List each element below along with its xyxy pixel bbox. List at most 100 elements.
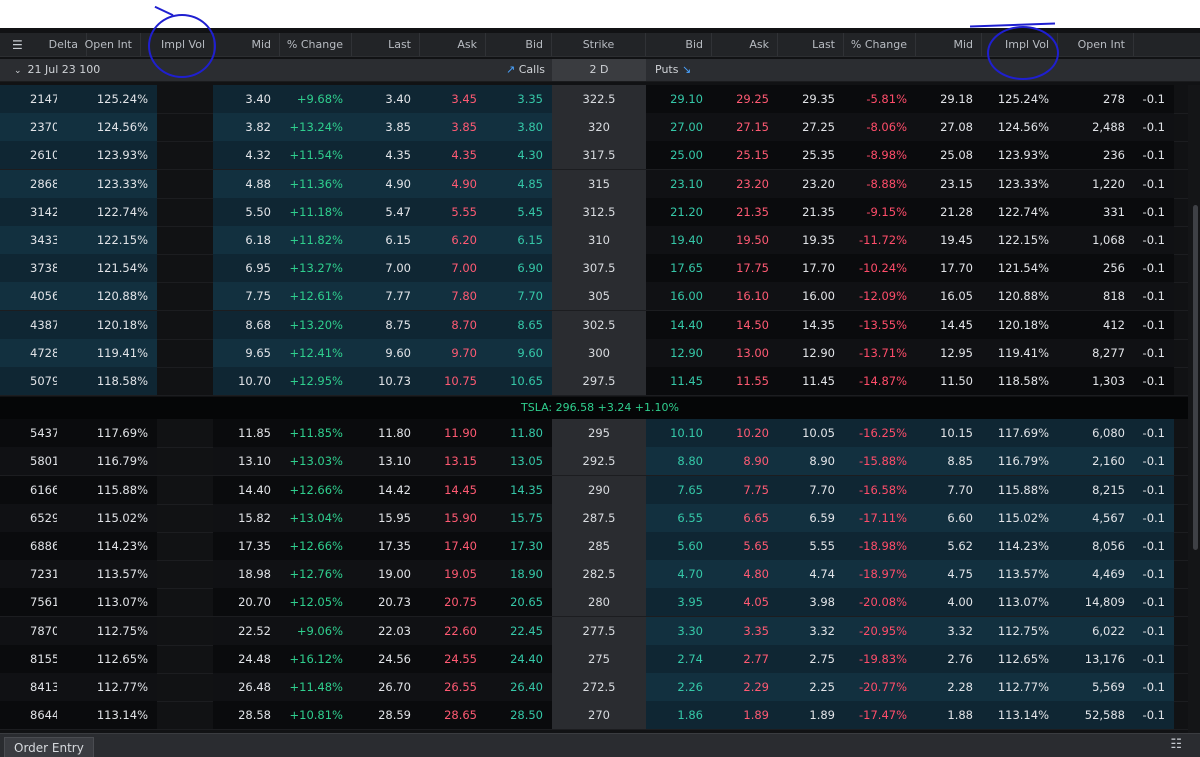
option-row[interactable]: 65297,656115.02%15.82+13.04%15.9515.9015… <box>0 503 1200 533</box>
col-header-put-5[interactable]: Impl Vol <box>982 33 1058 56</box>
call-cell-ask[interactable]: 11.90 <box>420 419 486 448</box>
col-header-call-2[interactable]: Impl Vol <box>141 33 214 56</box>
call-cell-ask[interactable]: 4.35 <box>420 141 486 170</box>
put-cell-bid[interactable]: 10.10 <box>646 419 712 448</box>
call-cell-bid[interactable]: 3.80 <box>486 113 552 142</box>
option-row[interactable]: 472862,395119.41%9.65+12.41%9.609.709.60… <box>0 338 1200 368</box>
col-header-put-1[interactable]: Ask <box>712 33 778 56</box>
option-row[interactable]: 50795,569118.58%10.70+12.95%10.7310.7510… <box>0 367 1200 396</box>
put-cell-ask[interactable]: 10.20 <box>712 419 778 448</box>
put-cell-ask[interactable]: 21.35 <box>712 197 778 226</box>
call-cell-ask[interactable]: 3.85 <box>420 113 486 142</box>
col-header-call-5[interactable]: Last <box>352 33 420 56</box>
expiration-row[interactable]: ⌄ 21 Jul 23 100 ↗ Calls 2 D Puts ↘ <box>0 59 1200 82</box>
call-cell-bid[interactable]: 17.30 <box>486 532 552 560</box>
put-cell-ask[interactable]: 11.55 <box>712 367 778 395</box>
call-cell-ask[interactable]: 6.20 <box>420 226 486 254</box>
option-row[interactable]: 688614,236114.23%17.35+12.66%17.3517.401… <box>0 532 1200 561</box>
option-row[interactable]: 616630,260115.88%14.40+12.66%14.4214.451… <box>0 475 1200 505</box>
call-cell-ask[interactable]: 24.55 <box>420 644 486 673</box>
call-cell-bid[interactable]: 14.35 <box>486 475 552 504</box>
call-cell-ask[interactable]: 7.00 <box>420 254 486 283</box>
put-cell-bid[interactable]: 4.70 <box>646 560 712 589</box>
call-cell-ask[interactable]: 13.15 <box>420 447 486 476</box>
put-cell-ask[interactable]: 25.15 <box>712 141 778 170</box>
option-row[interactable]: 237021,026124.56%3.82+13.24%3.853.853.80… <box>0 113 1200 143</box>
put-cell-bid[interactable]: 21.20 <box>646 197 712 226</box>
call-cell-bid[interactable]: 6.15 <box>486 226 552 254</box>
call-cell-bid[interactable]: 24.40 <box>486 644 552 673</box>
col-header-call-3[interactable]: Mid <box>213 33 280 56</box>
put-cell-ask[interactable]: 17.75 <box>712 254 778 283</box>
put-cell-bid[interactable]: 17.65 <box>646 254 712 283</box>
put-cell-bid[interactable]: 5.60 <box>646 532 712 560</box>
col-header-call-4[interactable]: % Change <box>280 33 352 56</box>
put-cell-ask[interactable]: 29.25 <box>712 85 778 113</box>
call-cell-bid[interactable]: 3.35 <box>486 85 552 113</box>
put-cell-ask[interactable]: 7.75 <box>712 475 778 504</box>
call-cell-ask[interactable]: 28.65 <box>420 701 486 730</box>
call-cell-bid[interactable]: 4.85 <box>486 169 552 198</box>
put-cell-ask[interactable]: 4.05 <box>712 588 778 617</box>
call-cell-bid[interactable]: 28.50 <box>486 701 552 730</box>
put-cell-bid[interactable]: 23.10 <box>646 169 712 198</box>
col-header-strike[interactable]: Strike <box>552 33 646 56</box>
put-cell-bid[interactable]: 2.74 <box>646 644 712 673</box>
col-header-call-1[interactable]: Open Int <box>57 33 141 56</box>
col-header-put-3[interactable]: % Change <box>844 33 916 56</box>
put-cell-ask[interactable]: 2.29 <box>712 673 778 701</box>
put-cell-bid[interactable]: 2.26 <box>646 673 712 701</box>
put-cell-bid[interactable]: 27.00 <box>646 113 712 142</box>
col-header-put-0[interactable]: Bid <box>646 33 712 56</box>
put-cell-ask[interactable]: 4.80 <box>712 560 778 589</box>
call-cell-ask[interactable]: 3.45 <box>420 85 486 113</box>
call-cell-bid[interactable]: 20.65 <box>486 588 552 617</box>
put-cell-bid[interactable]: 3.95 <box>646 588 712 617</box>
call-cell-bid[interactable]: 15.75 <box>486 503 552 532</box>
option-row[interactable]: 756116,000113.07%20.70+12.05%20.7320.752… <box>0 588 1200 618</box>
put-cell-bid[interactable]: 19.40 <box>646 226 712 254</box>
call-cell-bid[interactable]: 5.45 <box>486 197 552 226</box>
call-cell-bid[interactable]: 4.30 <box>486 141 552 170</box>
put-cell-bid[interactable]: 7.65 <box>646 475 712 504</box>
call-cell-ask[interactable]: 14.45 <box>420 475 486 504</box>
put-cell-ask[interactable]: 14.50 <box>712 310 778 339</box>
option-row[interactable]: 43876,117120.18%8.68+13.20%8.758.708.653… <box>0 310 1200 340</box>
option-row[interactable]: 580110,299116.79%13.10+13.03%13.1013.151… <box>0 447 1200 477</box>
expiration-label[interactable]: ⌄ 21 Jul 23 100 <box>14 59 100 82</box>
option-row[interactable]: 405611,644120.88%7.75+12.61%7.777.807.70… <box>0 282 1200 312</box>
menu-icon[interactable]: ☰ <box>12 38 23 52</box>
option-row[interactable]: 72316,122113.57%18.98+12.76%19.0019.0518… <box>0 560 1200 590</box>
col-header-put-6[interactable]: Open Int <box>1058 33 1134 56</box>
scrollbar-thumb[interactable] <box>1193 205 1198 550</box>
expand-chevron-icon[interactable]: ⌄ <box>14 66 22 76</box>
call-cell-bid[interactable]: 8.65 <box>486 310 552 339</box>
col-header-call-0[interactable]: Delta <box>30 33 87 56</box>
put-cell-ask[interactable]: 23.20 <box>712 169 778 198</box>
call-cell-ask[interactable]: 10.75 <box>420 367 486 395</box>
put-cell-ask[interactable]: 16.10 <box>712 282 778 311</box>
put-cell-ask[interactable]: 6.65 <box>712 503 778 532</box>
put-cell-bid[interactable]: 12.90 <box>646 338 712 367</box>
call-cell-ask[interactable]: 17.40 <box>420 532 486 560</box>
call-cell-ask[interactable]: 15.90 <box>420 503 486 532</box>
put-cell-bid[interactable]: 6.55 <box>646 503 712 532</box>
option-row[interactable]: 21472,450125.24%3.40+9.68%3.403.453.3532… <box>0 85 1200 114</box>
call-cell-bid[interactable]: 13.05 <box>486 447 552 476</box>
put-cell-ask[interactable]: 3.35 <box>712 616 778 645</box>
call-cell-bid[interactable]: 22.45 <box>486 616 552 645</box>
put-cell-ask[interactable]: 27.15 <box>712 113 778 142</box>
put-cell-bid[interactable]: 1.86 <box>646 701 712 730</box>
col-header-call-6[interactable]: Ask <box>420 33 486 56</box>
call-cell-bid[interactable]: 26.40 <box>486 673 552 701</box>
col-header-put-4[interactable]: Mid <box>916 33 982 56</box>
option-row[interactable]: 864411,799113.14%28.58+10.81%28.5928.652… <box>0 701 1200 731</box>
put-cell-ask[interactable]: 19.50 <box>712 226 778 254</box>
call-cell-ask[interactable]: 26.55 <box>420 673 486 701</box>
put-cell-ask[interactable]: 1.89 <box>712 701 778 730</box>
col-header-call-7[interactable]: Bid <box>486 33 552 56</box>
put-cell-bid[interactable]: 3.30 <box>646 616 712 645</box>
call-cell-ask[interactable]: 4.90 <box>420 169 486 198</box>
put-cell-bid[interactable]: 11.45 <box>646 367 712 395</box>
put-cell-bid[interactable]: 25.00 <box>646 141 712 170</box>
